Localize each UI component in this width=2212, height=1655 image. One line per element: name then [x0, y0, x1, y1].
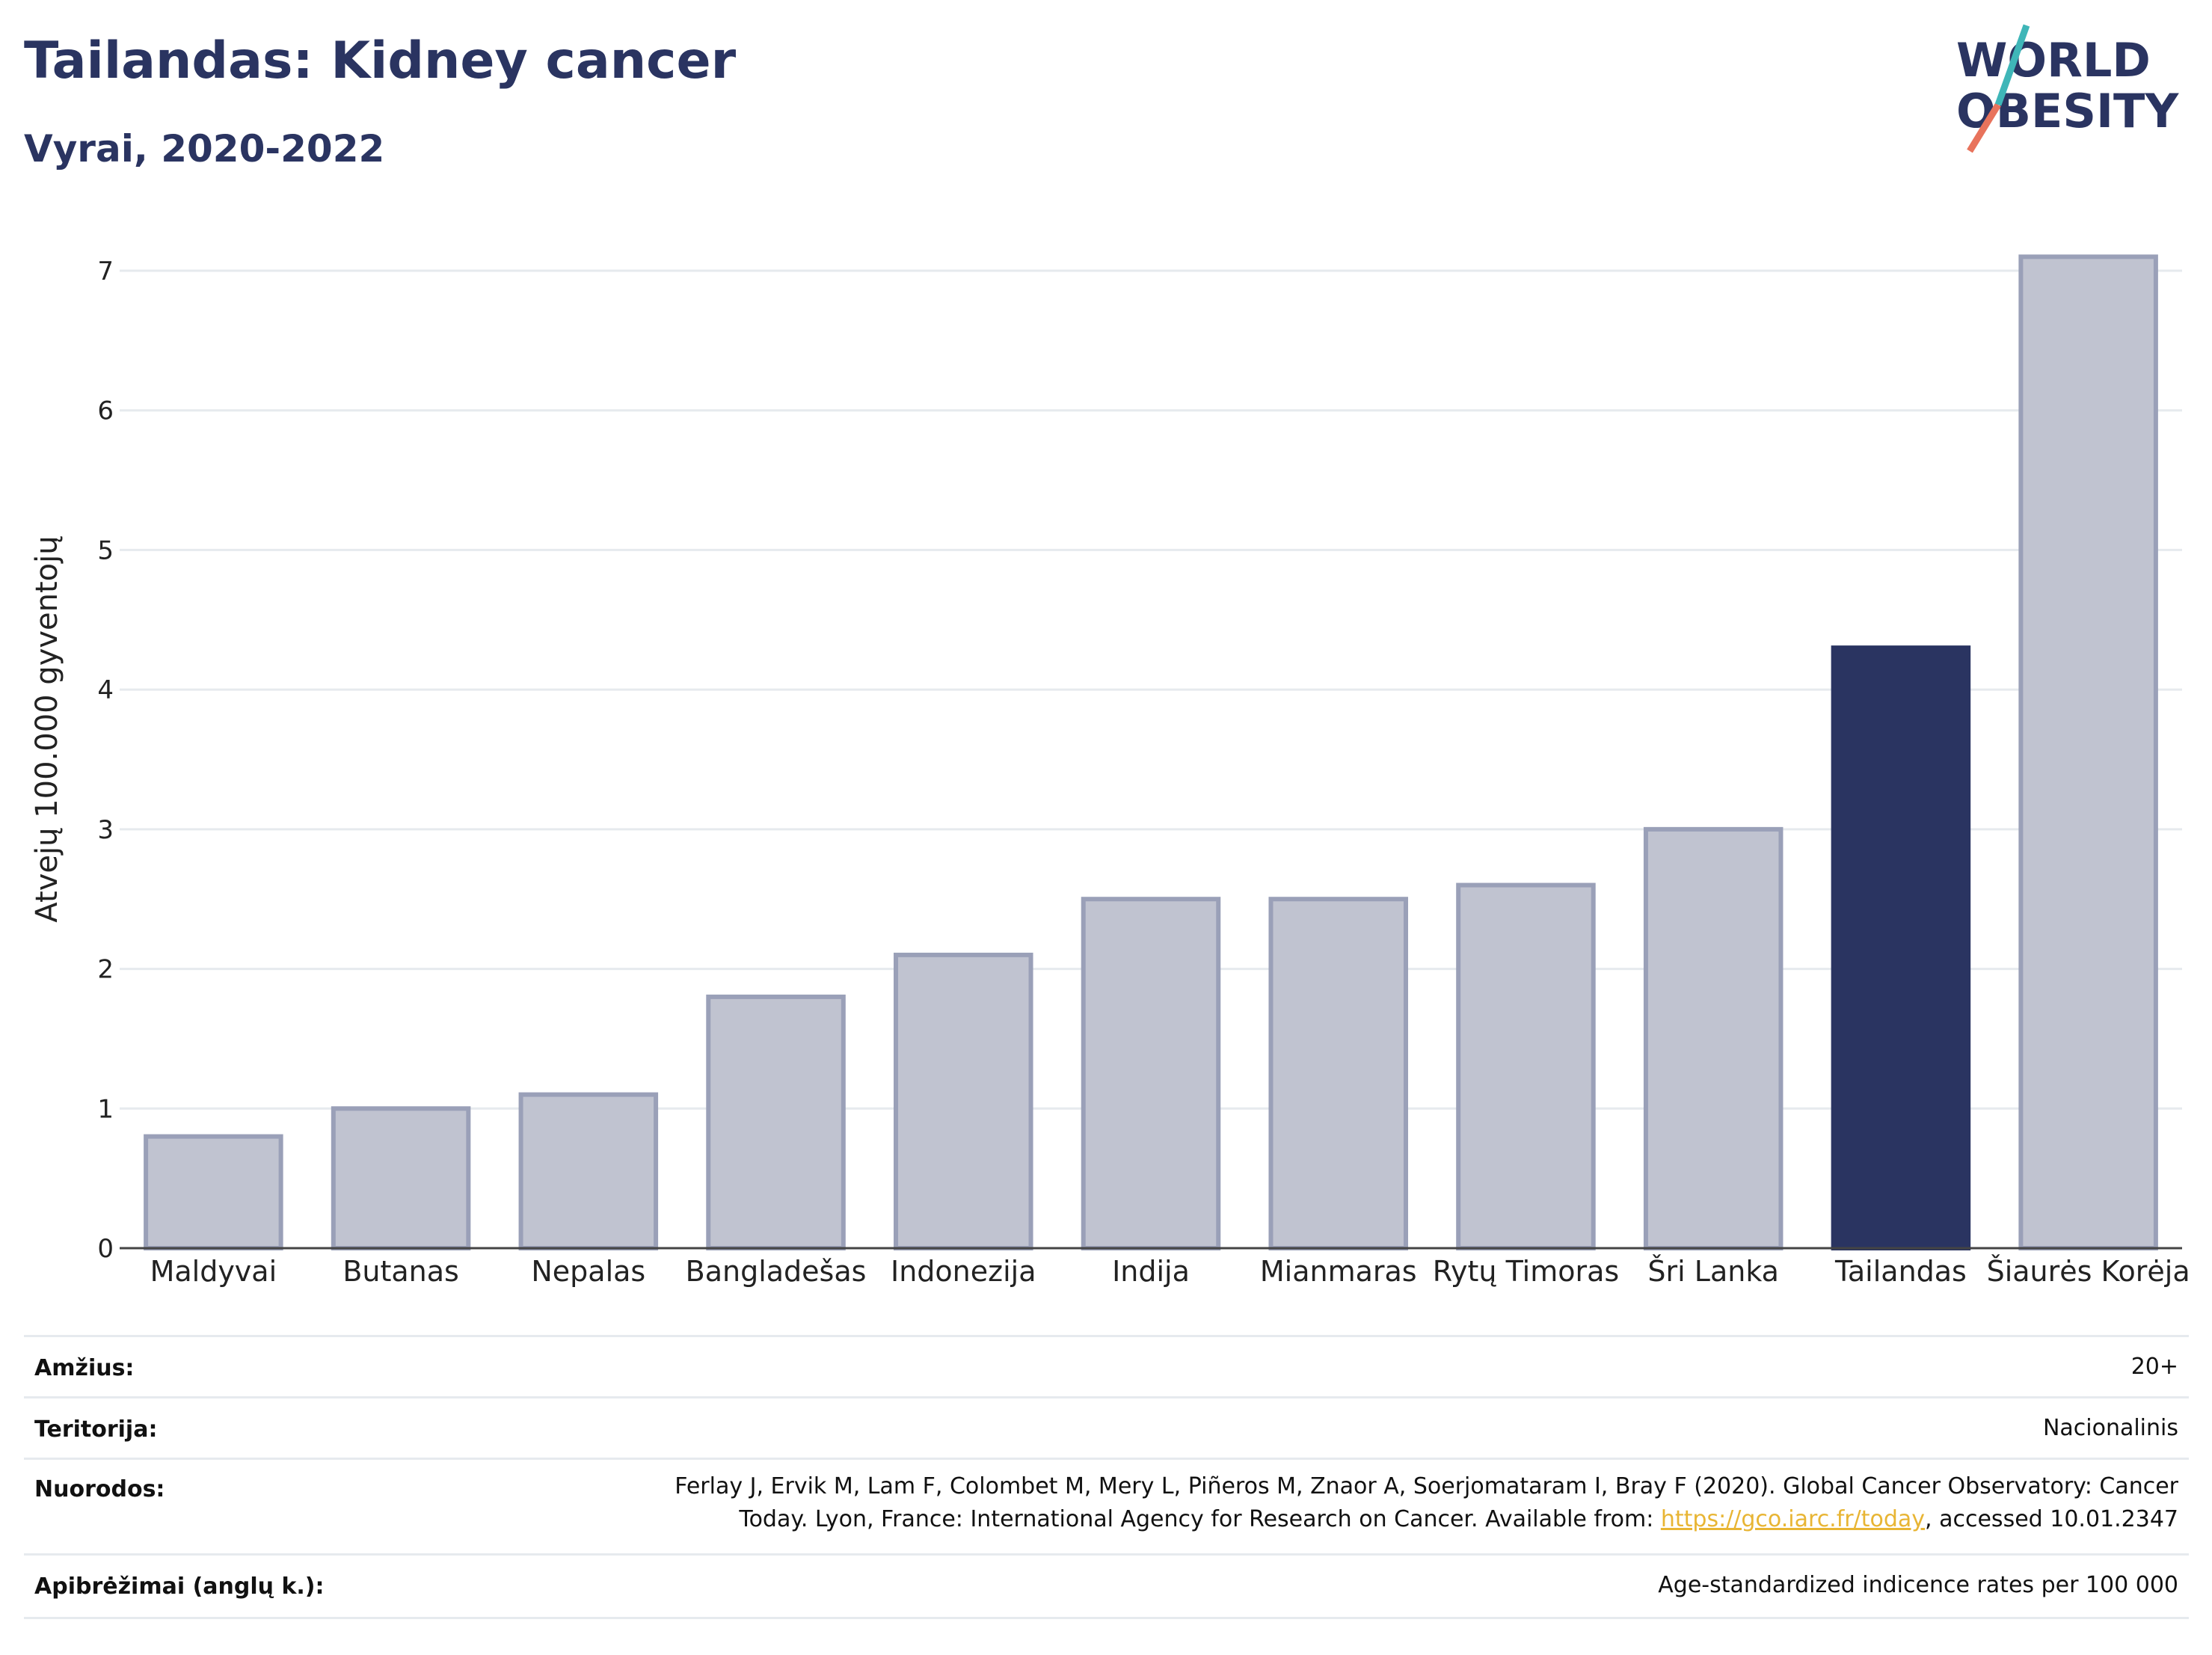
bar-4 — [894, 952, 1033, 1251]
bar-5 — [1081, 897, 1221, 1250]
references-line-2: Today. Lyon, France: International Agenc… — [739, 1506, 2178, 1532]
y-axis-label: Atvejų 100.000 gyventojų — [30, 535, 64, 922]
x-tick-label: Mianmaras — [1260, 1255, 1417, 1288]
y-tick-label: 2 — [97, 955, 114, 985]
svg-text:WORLD: WORLD — [1956, 33, 2151, 87]
bar-0 — [144, 1134, 283, 1250]
meta-definitions-value: Age-standardized indicence rates per 100… — [1658, 1572, 2178, 1598]
y-tick-label: 6 — [97, 396, 114, 426]
y-tick-label: 4 — [97, 675, 114, 705]
world-obesity-logo: WORLD OBESITY — [1956, 24, 2179, 153]
bar-8 — [1643, 826, 1784, 1251]
bar-7 — [1456, 882, 1596, 1250]
y-tick-label: 5 — [97, 535, 114, 565]
meta-territory-value: Nacionalinis — [2042, 1415, 2178, 1441]
chart-subtitle: Vyrai, 2020-2022 — [24, 127, 385, 171]
meta-definitions-label: Apibrėžimai (anglų k.): — [34, 1573, 325, 1600]
references-line-1: Ferlay J, Ervik M, Lam F, Colombet M, Me… — [675, 1473, 2178, 1499]
y-tick-label: 3 — [97, 815, 114, 845]
bar-1 — [331, 1106, 471, 1251]
meta-age-value: 20+ — [2130, 1354, 2178, 1380]
bar-chart: 0 1 2 3 4 5 6 7 Maldyvai Butanas Nepalas Bangladeš… — [30, 254, 2190, 1288]
x-tick-label: Butanas — [342, 1255, 459, 1288]
meta-references-value: Ferlay J, Ervik M, Lam F, Colombet M, Me… — [675, 1470, 2178, 1536]
references-link[interactable]: https://gco.iarc.fr/today — [1660, 1506, 1926, 1532]
chart-title: Tailandas: Kidney cancer — [24, 31, 737, 90]
bars — [144, 254, 2158, 1251]
bar-3 — [706, 994, 846, 1251]
bar-9 — [1831, 645, 1971, 1250]
meta-references-label: Nuorodos: — [34, 1476, 165, 1502]
y-tick-label: 1 — [97, 1094, 114, 1124]
meta-row-territory: Teritorija: Nacionalinis — [24, 1396, 2189, 1460]
meta-row-age: Amžius: 20+ — [24, 1335, 2189, 1398]
meta-territory-label: Teritorija: — [34, 1416, 158, 1443]
y-tick-label: 7 — [97, 257, 114, 286]
x-tick-label: Tailandas — [1834, 1255, 1967, 1288]
y-axis-ticks: 0 1 2 3 4 5 6 7 — [97, 257, 114, 1264]
meta-row-definitions: Apibrėžimai (anglų k.): Age-standardized… — [24, 1553, 2189, 1619]
meta-row-references: Nuorodos: Ferlay J, Ervik M, Lam F, Colo… — [24, 1458, 2189, 1556]
x-tick-label: Šri Lanka — [1647, 1255, 1779, 1288]
x-tick-label: Nepalas — [531, 1255, 645, 1288]
x-tick-label: Rytų Timoras — [1433, 1255, 1619, 1288]
bar-2 — [518, 1092, 659, 1250]
bar-6 — [1268, 897, 1408, 1250]
metadata-table: Amžius: 20+ Teritorija: Nacionalinis Nuo… — [24, 1335, 2189, 1619]
y-tick-label: 0 — [97, 1234, 114, 1264]
x-tick-label: Šiaurės Korėja — [1987, 1255, 2190, 1288]
meta-age-label: Amžius: — [34, 1355, 135, 1381]
bar-10 — [2018, 254, 2158, 1250]
x-axis-ticks: Maldyvai Butanas Nepalas Bangladešas Indonez… — [150, 1255, 2190, 1288]
x-tick-label: Indonezija — [891, 1255, 1036, 1288]
x-tick-label: Indija — [1112, 1255, 1190, 1288]
x-tick-label: Bangladešas — [686, 1255, 867, 1288]
x-tick-label: Maldyvai — [150, 1255, 277, 1288]
